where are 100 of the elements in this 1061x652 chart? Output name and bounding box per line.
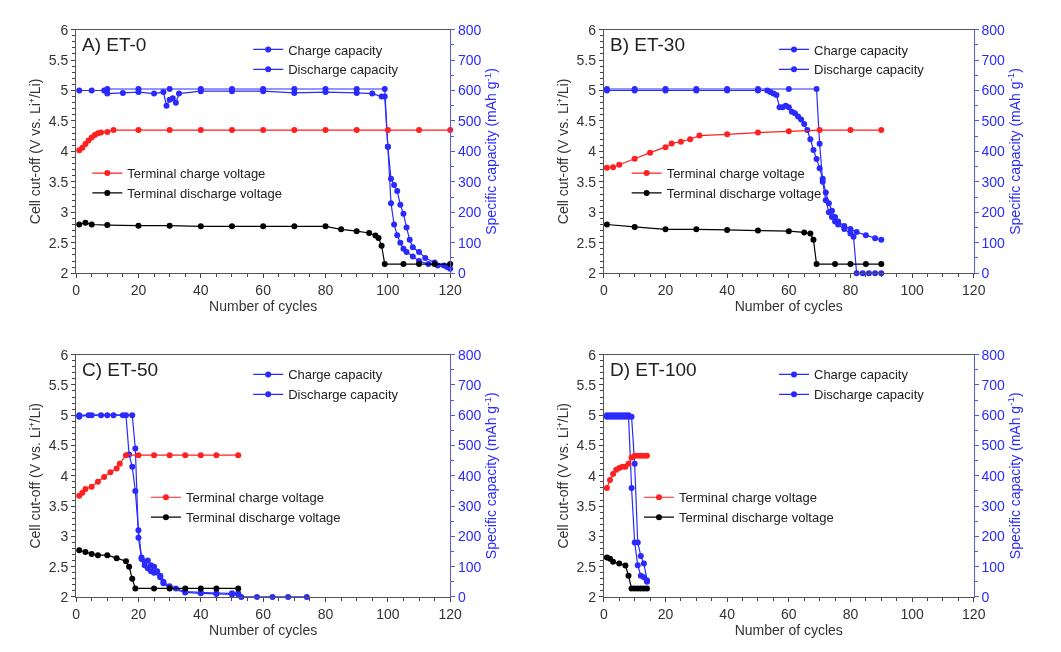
- y2-tick-label: 0: [458, 588, 467, 605]
- x-tick-label: 40: [193, 282, 209, 299]
- x-tick-label: 40: [719, 605, 736, 622]
- y2-tick-label: 400: [458, 143, 482, 160]
- y-tick-label: 3: [60, 204, 69, 221]
- y-tick-label: 3.5: [576, 497, 597, 514]
- y2-tick-label: 500: [458, 112, 482, 129]
- x-axis-title: Number of cycles: [734, 298, 843, 315]
- legend-label: Charge capacity: [814, 367, 909, 383]
- y-tick-label: 4.5: [48, 112, 69, 129]
- x-tick-label: 0: [72, 605, 81, 622]
- legend-label: Discharge capacity: [814, 387, 925, 403]
- y-tick-label: 3: [588, 204, 597, 221]
- x-tick-label: 120: [438, 282, 463, 299]
- y2-tick-label: 800: [981, 346, 1006, 363]
- x-tick-label: 0: [599, 605, 608, 622]
- y-axis-title: Cell cut-off (V vs. Li⁺/Li): [555, 403, 572, 549]
- x-tick-label: 80: [842, 605, 859, 622]
- x-axis-title: Number of cycles: [209, 621, 318, 638]
- y2-tick-label: 100: [458, 234, 482, 251]
- y2-tick-label: 200: [458, 204, 482, 221]
- y-tick-label: 2: [60, 588, 69, 605]
- x-tick-label: 100: [900, 605, 924, 622]
- x-tick-label: 100: [376, 282, 400, 299]
- y2-tick-label: 0: [981, 588, 990, 605]
- y2-tick-label: 100: [981, 558, 1006, 575]
- y-tick-label: 5: [588, 82, 597, 99]
- x-tick-label: 100: [900, 282, 924, 299]
- legend-label: Charge capacity: [814, 42, 909, 58]
- chart-title: C) ET-50: [82, 359, 159, 380]
- y-axis-title: Cell cut-off (V vs. Li⁺/Li): [27, 78, 44, 225]
- x-tick-label: 60: [255, 282, 272, 299]
- y-tick-label: 5: [60, 407, 69, 424]
- chart-title: B) ET-30: [610, 34, 685, 55]
- y2-tick-label: 100: [458, 558, 482, 575]
- y2-tick-label: 400: [981, 467, 1006, 484]
- y-tick-label: 3.5: [48, 173, 69, 190]
- y2-tick-label: 500: [458, 437, 482, 454]
- y2-tick-label: 400: [458, 467, 482, 484]
- x-tick-label: 20: [657, 605, 674, 622]
- y2-tick-label: 600: [458, 407, 482, 424]
- y-tick-label: 4.5: [576, 437, 597, 454]
- y2-tick-label: 0: [458, 265, 467, 282]
- legend-label: Terminal discharge voltage: [678, 510, 834, 526]
- y-tick-label: 6: [588, 346, 597, 363]
- y2-tick-label: 800: [458, 346, 482, 363]
- y-tick-label: 4: [60, 143, 69, 160]
- y2-tick-label: 600: [458, 82, 482, 99]
- y-tick-label: 6: [60, 21, 69, 38]
- y2-tick-label: 500: [981, 112, 1006, 129]
- legend-label: Terminal charge voltage: [678, 490, 817, 506]
- y2-tick-label: 700: [458, 51, 482, 68]
- legend-label: Charge capacity: [288, 367, 383, 383]
- legend-label: Discharge capacity: [288, 62, 399, 78]
- x-tick-label: 120: [438, 605, 463, 622]
- x-tick-label: 80: [317, 282, 334, 299]
- y2-tick-label: 700: [981, 376, 1006, 393]
- y-tick-label: 6: [60, 346, 69, 363]
- legend-label: Terminal charge voltage: [185, 490, 324, 506]
- y2-tick-label: 700: [981, 51, 1006, 68]
- y-tick-label: 5.5: [48, 51, 69, 68]
- x-tick-label: 80: [842, 282, 859, 299]
- y-tick-label: 4.5: [576, 112, 597, 129]
- legend-label: Terminal discharge voltage: [127, 186, 282, 201]
- x-tick-label: 0: [72, 282, 81, 299]
- x-tick-label: 100: [376, 605, 400, 622]
- x-tick-label: 60: [255, 605, 272, 622]
- y-tick-label: 2.5: [576, 234, 597, 251]
- y-tick-label: 3: [60, 528, 69, 545]
- y2-tick-label: 700: [458, 376, 482, 393]
- y-tick-label: 3: [588, 528, 597, 545]
- y-tick-label: 4: [588, 143, 597, 160]
- y2-tick-label: 400: [981, 143, 1006, 160]
- chart-title: D) ET-100: [610, 359, 697, 380]
- legend-label: Discharge capacity: [288, 387, 399, 403]
- y2-tick-label: 300: [981, 497, 1006, 514]
- y2-tick-label: 600: [981, 407, 1006, 424]
- y2-tick-label: 300: [981, 173, 1006, 190]
- y-tick-label: 4: [588, 467, 597, 484]
- y-tick-label: 3.5: [576, 173, 597, 190]
- y-tick-label: 4.5: [48, 437, 69, 454]
- x-tick-label: 20: [130, 282, 147, 299]
- y2-tick-label: 200: [981, 204, 1006, 221]
- legend-label: Terminal charge voltage: [127, 166, 266, 182]
- y-tick-label: 2.5: [48, 558, 69, 575]
- y-axis-title: Cell cut-off (V vs. Li⁺/Li): [555, 78, 572, 225]
- x-axis-title: Number of cycles: [734, 621, 843, 638]
- x-tick-label: 60: [781, 282, 797, 299]
- y2-tick-label: 600: [981, 82, 1006, 99]
- legend-label: Charge capacity: [288, 42, 383, 58]
- x-axis-title: Number of cycles: [209, 298, 318, 315]
- x-tick-label: 120: [962, 282, 986, 299]
- y2-tick-label: 100: [981, 234, 1006, 251]
- y2-tick-label: 800: [981, 21, 1006, 38]
- y2-tick-label: 300: [458, 497, 482, 514]
- y-tick-label: 5: [588, 407, 597, 424]
- y-tick-label: 2: [60, 265, 69, 282]
- x-tick-label: 40: [193, 605, 209, 622]
- y-tick-label: 2.5: [576, 558, 597, 575]
- y-tick-label: 2: [588, 588, 597, 605]
